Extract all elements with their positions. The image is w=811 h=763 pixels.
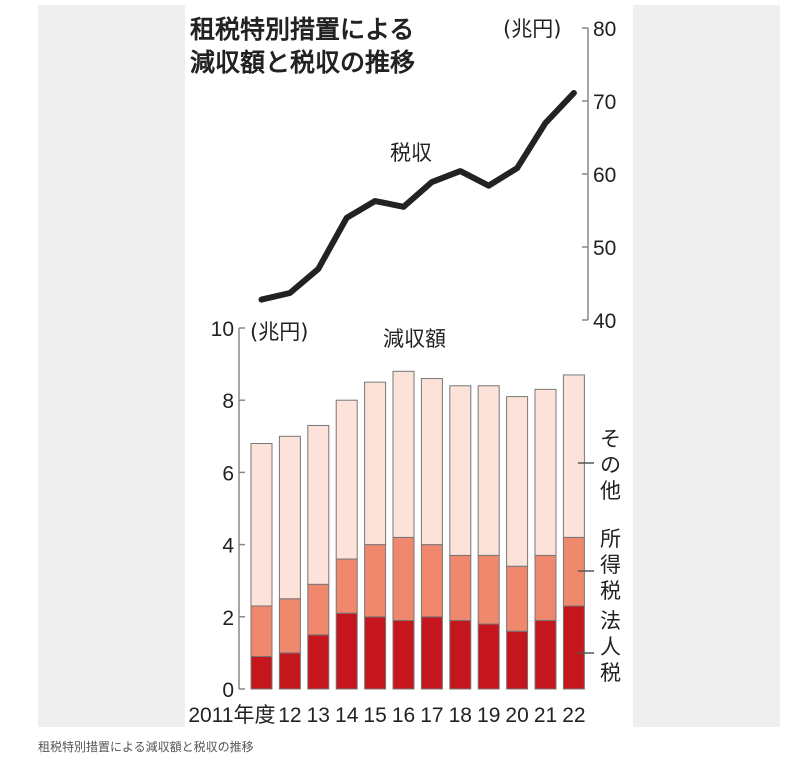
- x-tick-label: 17: [420, 704, 443, 727]
- bar-segment-所得税: [307, 583, 330, 636]
- x-tick-label: 14: [335, 704, 359, 727]
- bar-segment-所得税: [534, 554, 557, 621]
- chart-title-line1: 租税特別措置による: [190, 15, 414, 44]
- left-y-tick-label: 2: [222, 607, 234, 630]
- left-y-tick-label: 10: [211, 318, 234, 341]
- bar-segment-所得税: [506, 565, 529, 632]
- image-caption: 租税特別措置による減収額と税収の推移: [38, 740, 254, 754]
- x-tick-label: 19: [477, 704, 500, 727]
- chart: 租税特別措置による 減収額と税収の推移 (兆円) 税収 (兆円) 減収額 201…: [185, 5, 633, 727]
- bar-segment-その他: [392, 370, 415, 538]
- bar-segment-所得税: [250, 605, 273, 658]
- bar-segment-その他: [506, 396, 529, 567]
- line-unit-label: (兆円): [503, 17, 561, 41]
- left-y-tick-label: 8: [222, 390, 234, 413]
- right-y-tick-label: 70: [593, 91, 616, 114]
- bar-segment-法人税: [562, 605, 585, 690]
- x-tick-label: 21: [534, 704, 557, 727]
- bar-segment-その他: [250, 443, 273, 607]
- bar-chart-label: 減収額: [383, 327, 446, 351]
- bar-segment-法人税: [449, 619, 472, 690]
- right-y-tick-label: 60: [593, 164, 616, 187]
- bar-segment-その他: [307, 424, 330, 585]
- bar-segment-法人税: [477, 623, 500, 690]
- x-tick-label: 2011年度: [188, 704, 275, 727]
- bar-segment-法人税: [364, 616, 387, 690]
- tax-revenue-line: [258, 89, 577, 303]
- x-tick-label: 18: [449, 704, 472, 727]
- bar-segment-法人税: [506, 630, 529, 690]
- right-y-tick-label: 50: [593, 237, 616, 260]
- bar-segment-その他: [449, 385, 472, 556]
- x-tick-label: 16: [392, 704, 415, 727]
- bar-segment-所得税: [392, 536, 415, 621]
- chart-title-line2: 減収額と税収の推移: [190, 48, 415, 77]
- legend-label-所得税: 所得税: [600, 527, 621, 603]
- bar-segment-その他: [534, 388, 557, 556]
- left-y-tick-label: 6: [222, 462, 234, 485]
- legend-label-法人税: 法人税: [600, 609, 621, 685]
- line-series-label: 税収: [390, 141, 432, 165]
- bar-segment-所得税: [278, 598, 301, 654]
- bar-segment-法人税: [392, 619, 415, 690]
- left-y-tick-label: 4: [222, 535, 234, 558]
- bar-segment-その他: [477, 385, 500, 556]
- legend-label-その他: その他: [600, 427, 621, 503]
- bar-segment-その他: [420, 378, 443, 546]
- right-y-tick-label: 40: [593, 310, 616, 333]
- x-tick-label: 15: [363, 704, 386, 727]
- bar-unit-label: (兆円): [250, 320, 308, 344]
- bar-segment-所得税: [449, 554, 472, 621]
- bar-segment-その他: [278, 435, 301, 600]
- x-tick-label: 22: [562, 704, 585, 727]
- x-tick-label: 20: [505, 704, 528, 727]
- bar-segment-法人税: [420, 616, 443, 690]
- x-tick-label: 13: [307, 704, 330, 727]
- bar-segment-所得税: [335, 558, 358, 614]
- bar-segment-その他: [562, 374, 585, 538]
- bar-segment-所得税: [364, 544, 387, 618]
- bar-segment-所得税: [477, 554, 500, 625]
- bar-segment-法人税: [335, 612, 358, 690]
- left-y-tick-label: 0: [222, 679, 234, 702]
- right-y-tick-label: 80: [593, 18, 616, 41]
- bar-segment-法人税: [534, 619, 557, 690]
- bar-segment-法人税: [307, 634, 330, 690]
- x-tick-label: 12: [278, 704, 301, 727]
- bar-segment-その他: [364, 381, 387, 546]
- bar-segment-その他: [335, 399, 358, 560]
- bar-segment-所得税: [420, 544, 443, 618]
- bar-segment-法人税: [278, 652, 301, 690]
- bar-segment-法人税: [250, 656, 273, 690]
